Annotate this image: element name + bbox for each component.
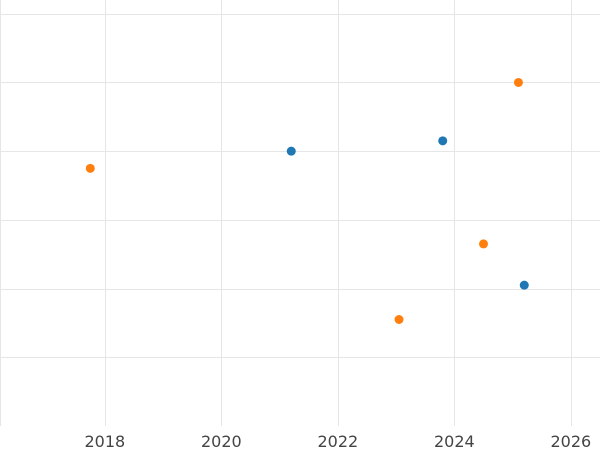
data-point — [513, 77, 523, 87]
x-gridlines — [0, 0, 572, 426]
x-tick-label: 2020 — [201, 432, 242, 450]
data-point — [85, 163, 95, 173]
data-point — [438, 136, 448, 146]
x-axis-tick-labels: 2018 2020 2022 2024 2026 — [84, 432, 591, 450]
data-points — [85, 77, 529, 324]
x-tick-label: 2018 — [84, 432, 125, 450]
x-tick-label: 2024 — [434, 432, 475, 450]
x-tick-label: 2022 — [318, 432, 359, 450]
data-point — [394, 315, 404, 324]
data-point — [478, 239, 488, 249]
data-point — [519, 280, 529, 290]
x-tick-label: 2026 — [551, 432, 592, 450]
data-point — [286, 146, 296, 156]
y-gridlines — [0, 14, 600, 358]
